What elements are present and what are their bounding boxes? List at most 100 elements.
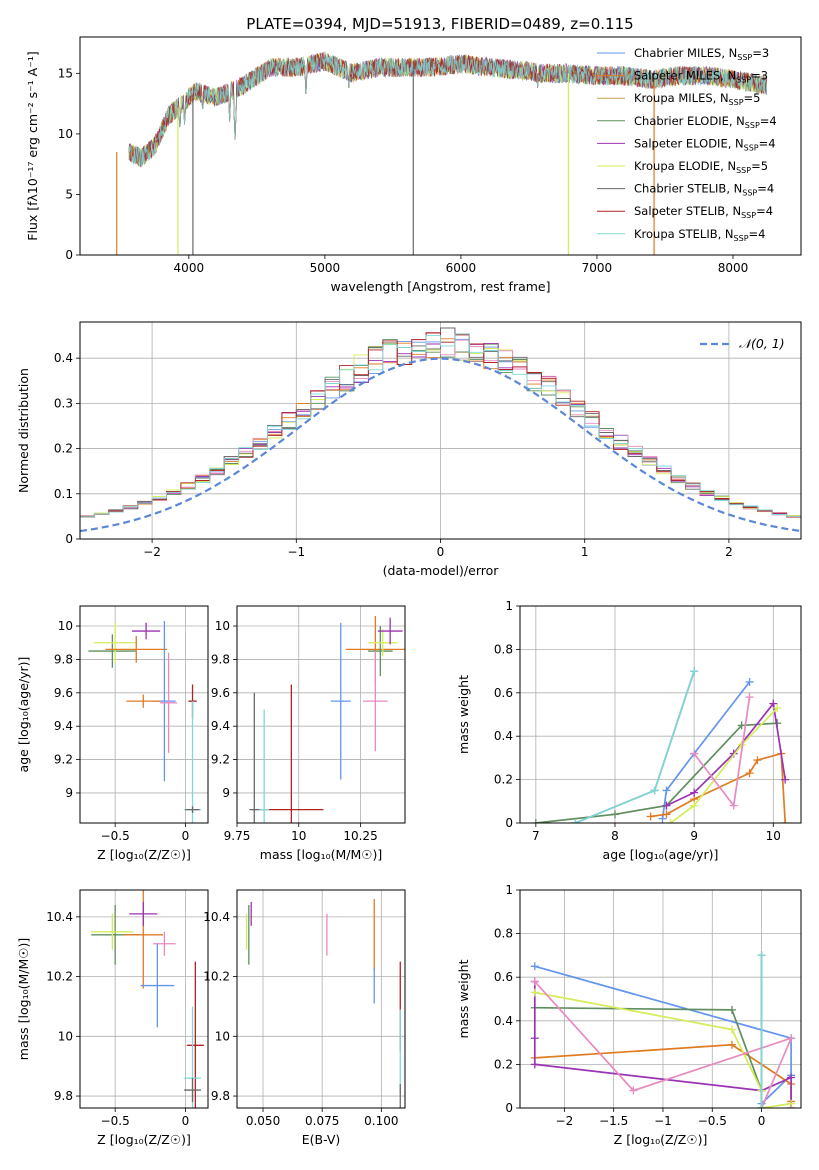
- weight-marker: [530, 1060, 539, 1069]
- legend-label: Kroupa MILES, NSSP=5: [634, 91, 760, 107]
- weight-marker: [757, 951, 766, 960]
- weight-marker: [769, 699, 778, 708]
- legend-label-prefix: Kroupa STELIB, N: [634, 227, 734, 241]
- x-tick-label: 9: [690, 829, 698, 843]
- legend-label-sub: SSP: [744, 143, 759, 152]
- chart-mass_vs_Z: −0.5 0 9.8 10 10.2 10.4 Z [log₁₀(Z/Z☉)] mass [l…: [16, 889, 209, 1147]
- legend-label-suffix: =4: [760, 114, 777, 128]
- weight-marker: [610, 810, 619, 819]
- y-tick-label: 0.8: [494, 642, 513, 656]
- x-tick-label: 7: [532, 829, 540, 843]
- x-tick-label: 7000: [582, 261, 613, 275]
- x-tick-label: 1: [581, 545, 589, 559]
- axes-frame: [79, 36, 802, 256]
- y-axis-label: age [log₁₀(age/yr)]: [16, 657, 31, 773]
- legend-label-sub: SSP: [734, 234, 749, 243]
- legend-label-sub: SSP: [741, 211, 756, 220]
- y-tick-label: 9.6: [211, 686, 230, 700]
- legend-label-suffix: =5: [751, 159, 768, 173]
- y-tick-label: 10.4: [203, 910, 230, 924]
- axes-frame: [519, 605, 802, 824]
- x-tick-label: 8000: [718, 261, 749, 275]
- x-tick-label: −1: [654, 1114, 672, 1128]
- x-tick-label: 0.050: [246, 1114, 280, 1128]
- y-axis-label: Flux [fλ10⁻¹⁷ erg cm⁻² s⁻¹ A⁻¹]: [25, 51, 40, 240]
- x-axis-label: age [log₁₀(age/yr)]: [603, 847, 719, 862]
- x-tick-label: −1.5: [599, 1114, 628, 1128]
- weight-marker: [745, 693, 754, 702]
- y-tick-label: 9.4: [54, 719, 73, 733]
- x-tick-label: 0: [437, 545, 445, 559]
- weight-marker: [629, 1086, 638, 1095]
- weight-marker: [781, 775, 790, 784]
- axes-frame: [519, 889, 802, 1109]
- y-tick-label: 0.4: [54, 351, 73, 365]
- figure-title: PLATE=0394, MJD=51913, FIBERID=0489, z=0…: [246, 15, 633, 33]
- x-tick-label: 6000: [446, 261, 477, 275]
- legend-label-sub: SSP: [745, 121, 760, 130]
- legend-label-sub: SSP: [736, 166, 751, 175]
- weight-marker: [690, 801, 699, 810]
- y-tick-label: 10: [58, 1029, 73, 1043]
- y-tick-label: 9.4: [211, 719, 230, 733]
- legend-label-prefix: Chabrier MILES, N: [634, 46, 737, 60]
- y-tick-label: 9.8: [211, 652, 230, 666]
- weight-marker: [666, 819, 675, 823]
- weight-marker: [745, 677, 754, 686]
- x-tick-label: −1: [287, 545, 305, 559]
- weight-marker: [530, 977, 539, 986]
- x-tick-label: −0.5: [101, 829, 130, 843]
- x-tick-label: 0: [758, 1114, 766, 1128]
- plot-area: [80, 322, 801, 539]
- legend-label: Salpeter MILES, NSSP=3: [634, 69, 768, 85]
- legend-label: Salpeter ELODIE, NSSP=4: [634, 136, 776, 152]
- legend-label-prefix: Kroupa MILES, N: [634, 91, 729, 105]
- x-axis-label: Z [log₁₀(Z/Z☉)]: [97, 1132, 191, 1147]
- legend-label-sub: SSP: [736, 76, 751, 85]
- legend-label: 𝒩(0, 1): [739, 336, 785, 351]
- weight-line: [650, 752, 787, 823]
- legend-label-sub: SSP: [742, 189, 757, 198]
- weight-marker: [757, 1104, 766, 1108]
- legend-label: Salpeter STELIB, NSSP=4: [634, 204, 773, 220]
- y-tick-label: 0.4: [494, 1014, 513, 1028]
- x-axis-label: E(B-V): [302, 1132, 341, 1147]
- weight-line: [534, 981, 793, 1108]
- x-tick-label: 5000: [310, 261, 341, 275]
- histogram-step: [80, 333, 801, 518]
- weight-line: [533, 981, 792, 1108]
- x-tick-label: 10: [766, 829, 781, 843]
- plot-area: [520, 606, 801, 823]
- x-axis-label: wavelength [Angstrom, rest frame]: [330, 279, 550, 294]
- y-tick-label: 0.2: [494, 773, 513, 787]
- x-tick-label: −0.5: [698, 1114, 727, 1128]
- plot-area: [237, 890, 405, 1108]
- weight-marker: [531, 819, 540, 823]
- y-tick-label: 9.8: [54, 652, 73, 666]
- chart-age_vs_Z: −0.5 0 9 9.2 9.4 9.6 9.8 10 Z [log₁₀(Z/Z☉)] age […: [16, 605, 209, 862]
- chart-weight_vs_age: 7 8 9 10 0 0.2 0.4 0.6 0.8 1 age [log₁₀(age/yr)] ma…: [456, 599, 802, 862]
- y-tick-label: 9: [222, 786, 230, 800]
- plot-area: [80, 606, 208, 823]
- legend-label-suffix: =4: [756, 204, 773, 218]
- legend-label-sub: SSP: [737, 53, 752, 62]
- y-tick-label: 0.6: [494, 970, 513, 984]
- x-tick-label: 4000: [174, 261, 205, 275]
- x-tick-label: −2: [143, 545, 161, 559]
- x-tick-label: 8: [611, 829, 619, 843]
- x-axis-label: Z [log₁₀(Z/Z☉)]: [614, 1132, 708, 1147]
- y-axis-label: Normed distribution: [16, 368, 31, 493]
- legend-label: Kroupa ELODIE, NSSP=5: [634, 159, 768, 175]
- weight-line: [661, 681, 751, 819]
- y-tick-label: 9.8: [54, 1089, 73, 1103]
- y-axis-label: mass weight: [456, 675, 471, 754]
- weight-marker: [787, 1073, 796, 1082]
- x-axis-label: Z [log₁₀(Z/Z☉)]: [97, 847, 191, 862]
- axes-frame: [79, 321, 802, 540]
- y-tick-label: 0.2: [54, 442, 73, 456]
- legend-label-suffix: =5: [744, 91, 761, 105]
- legend-label-prefix: Salpeter MILES, N: [634, 69, 736, 83]
- legend-label-prefix: Salpeter ELODIE, N: [634, 136, 744, 150]
- axes-frame: [79, 889, 209, 1109]
